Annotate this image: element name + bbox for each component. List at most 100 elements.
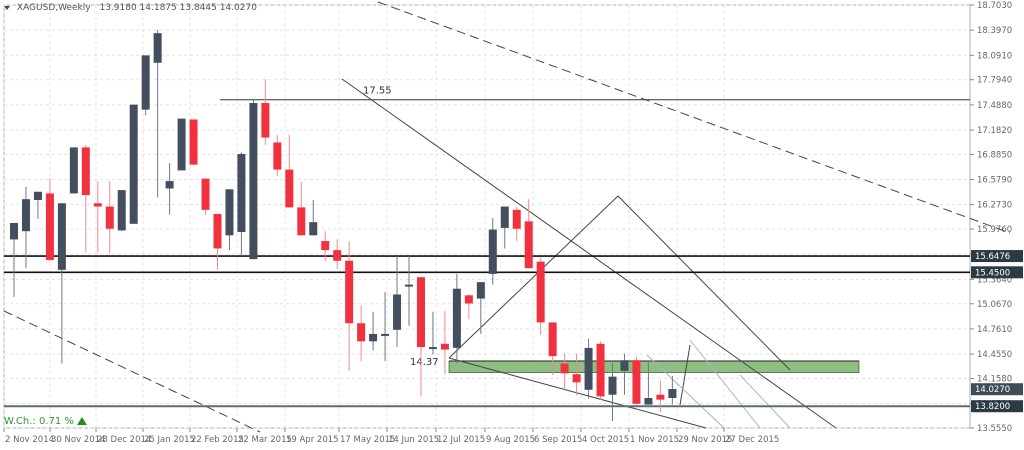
candle-body[interactable] — [632, 360, 641, 404]
candle-body[interactable] — [584, 347, 593, 390]
candle-body[interactable] — [452, 288, 461, 348]
candle-body[interactable] — [69, 147, 78, 194]
channel-line-lower[interactable] — [448, 357, 707, 429]
candle-body[interactable] — [33, 191, 42, 200]
y-tick-label: 17.1820 — [977, 126, 1012, 136]
minor-channel-2[interactable] — [689, 339, 761, 429]
y-tick-label: 18.3970 — [977, 26, 1012, 36]
channel-line-upper[interactable] — [341, 78, 837, 429]
rising-wedge-line[interactable] — [448, 195, 619, 359]
candle-body[interactable] — [393, 294, 402, 330]
y-tick-label: 17.4880 — [977, 101, 1012, 111]
price-tag-label: 15.6476 — [975, 252, 1010, 262]
candle-body[interactable] — [153, 33, 162, 63]
y-tick-label: 13.5550 — [977, 424, 1012, 434]
symbol-header: XAGUSD,Weekly 13.9180 14.1875 13.8445 14… — [4, 3, 257, 13]
candle-body[interactable] — [129, 104, 138, 224]
minor-channel-1[interactable] — [646, 354, 725, 429]
y-tick-label: 16.8850 — [977, 150, 1012, 160]
candle-body[interactable] — [21, 199, 30, 232]
candle-body[interactable] — [488, 229, 497, 274]
candle-body[interactable] — [189, 119, 198, 165]
x-tick-label: 6 Sep 2015 — [534, 435, 582, 445]
candle-body[interactable] — [249, 103, 258, 260]
x-tick-label: 1 Nov 2015 — [630, 435, 679, 445]
zigzag-small[interactable] — [679, 344, 691, 406]
candle-body[interactable] — [656, 394, 665, 400]
y-tick-label: 17.7940 — [977, 76, 1012, 86]
weekly-change-text: W.Ch.: 0.71 % — [4, 416, 74, 427]
price-tag-label: 15.4500 — [975, 268, 1010, 278]
candle-body[interactable] — [273, 142, 282, 170]
trendline-dashed-upper[interactable] — [377, 1, 1011, 234]
candle-body[interactable] — [668, 388, 677, 399]
candle-body[interactable] — [500, 206, 509, 228]
candle-body[interactable] — [105, 206, 114, 229]
candle-body[interactable] — [10, 222, 18, 240]
price-tag — [971, 383, 1023, 396]
candle-body[interactable] — [572, 374, 581, 383]
candle-body[interactable] — [548, 322, 557, 357]
candle-body[interactable] — [536, 261, 545, 323]
candle-body[interactable] — [596, 343, 605, 397]
x-tick-label: 27 Dec 2015 — [725, 435, 779, 445]
candle-body[interactable] — [440, 343, 449, 350]
x-tick-label: 14 Jun 2015 — [388, 435, 439, 445]
candle-body[interactable] — [117, 190, 126, 231]
y-tick-label: 14.1580 — [977, 374, 1012, 384]
y-tick-label: 16.2730 — [977, 201, 1012, 211]
candle-body[interactable] — [345, 260, 354, 324]
candle-body[interactable] — [416, 277, 425, 348]
candle-body[interactable] — [285, 169, 294, 208]
candle-body[interactable] — [464, 295, 473, 304]
candle-body[interactable] — [57, 203, 66, 270]
candle-body[interactable] — [177, 118, 186, 171]
candle-body[interactable] — [476, 282, 485, 299]
candle-body[interactable] — [512, 209, 521, 229]
candle-body[interactable] — [81, 147, 90, 196]
candle-body[interactable] — [357, 323, 366, 342]
candle-body[interactable] — [93, 203, 102, 207]
symbol-label: XAGUSD,Weekly — [16, 3, 91, 13]
candle-body[interactable] — [428, 347, 437, 350]
candle-body[interactable] — [560, 363, 569, 374]
candle-body[interactable] — [381, 333, 390, 336]
x-tick-label: 17 May 2015 — [340, 435, 395, 445]
minor-channel-3[interactable] — [739, 374, 791, 429]
candle-body[interactable] — [297, 207, 306, 236]
candle-body[interactable] — [620, 360, 629, 371]
candle-body[interactable] — [524, 221, 533, 269]
x-tick-label: 2 Nov 2014 — [5, 435, 54, 445]
candle-body[interactable] — [369, 333, 378, 342]
trendline-dashed-lower[interactable] — [3, 310, 261, 433]
candle-body[interactable] — [213, 213, 222, 249]
up-arrow-icon — [76, 417, 87, 425]
x-tick-label: 12 Jul 2015 — [437, 435, 485, 445]
candle-body[interactable] — [141, 55, 150, 110]
dropdown-triangle-icon[interactable] — [4, 5, 10, 10]
candle-body[interactable] — [165, 181, 174, 189]
candle-body[interactable] — [608, 376, 617, 395]
candle-body[interactable] — [261, 103, 270, 138]
candle-body[interactable] — [45, 193, 54, 260]
x-tick-label: 22 Mar 2015 — [238, 435, 292, 445]
price-tag — [971, 250, 1023, 263]
y-tick-label: 15.0670 — [977, 300, 1012, 310]
weekly-change-indicator: W.Ch.: 0.71 % — [4, 416, 87, 427]
plot-area — [3, 4, 971, 429]
support-zone[interactable] — [448, 360, 860, 373]
resistance-level-label: 17.55 — [363, 86, 392, 97]
candle-body[interactable] — [237, 153, 246, 233]
candle-body[interactable] — [309, 222, 318, 236]
candle-body[interactable] — [405, 284, 414, 287]
x-tick-label: 4 Oct 2015 — [582, 435, 629, 445]
candle-body[interactable] — [201, 178, 210, 210]
candle-body[interactable] — [333, 250, 342, 261]
falling-line-from-peak[interactable] — [617, 195, 791, 371]
candle-body[interactable] — [644, 398, 653, 405]
candle-body[interactable] — [225, 189, 234, 236]
x-tick-label: 29 Nov 2015 — [678, 435, 732, 445]
candle-body[interactable] — [321, 241, 330, 251]
